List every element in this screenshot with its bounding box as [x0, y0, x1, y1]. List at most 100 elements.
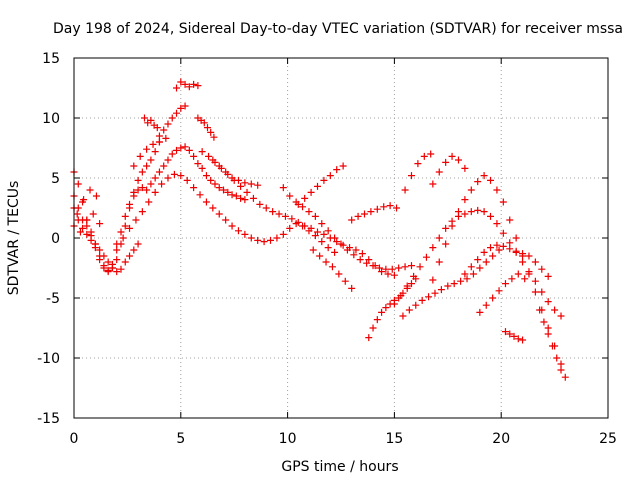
data-point: [435, 168, 443, 176]
data-point: [160, 162, 168, 170]
data-point: [220, 186, 228, 194]
data-point: [363, 259, 371, 267]
data-point: [469, 270, 477, 278]
data-point: [395, 264, 403, 272]
data-point: [538, 288, 546, 296]
data-point: [508, 275, 516, 283]
data-point: [305, 208, 313, 216]
data-point: [341, 277, 349, 285]
data-point: [138, 184, 146, 192]
data-point: [384, 270, 392, 278]
data-point: [247, 180, 255, 188]
data-point: [333, 166, 341, 174]
data-point: [561, 373, 569, 381]
data-point: [279, 184, 287, 192]
data-point: [373, 205, 381, 213]
data-point: [333, 238, 341, 246]
data-point: [431, 289, 439, 297]
data-point: [544, 272, 552, 280]
data-point: [407, 280, 415, 288]
x-tick-labels: 0 5 10 15 20 25: [70, 431, 617, 447]
data-point: [467, 263, 475, 271]
data-point: [151, 148, 159, 156]
data-point: [91, 240, 99, 248]
data-point: [326, 172, 334, 180]
data-point: [354, 212, 362, 220]
data-point: [393, 204, 401, 212]
data-point: [474, 178, 482, 186]
series-track-u: [429, 172, 569, 381]
data-point: [177, 78, 185, 86]
data-point: [113, 240, 121, 248]
data-point: [119, 234, 127, 242]
data-point: [454, 208, 462, 216]
data-point: [241, 179, 249, 187]
data-point: [519, 250, 527, 258]
data-point: [382, 304, 390, 312]
data-point: [215, 162, 223, 170]
data-point: [544, 330, 552, 338]
series-track-b: [70, 138, 163, 276]
data-point: [493, 220, 501, 228]
series-track-w: [461, 241, 552, 280]
data-point: [474, 206, 482, 214]
data-point: [121, 222, 129, 230]
data-point: [134, 176, 142, 184]
series-track-c: [70, 204, 142, 276]
data-point: [495, 246, 503, 254]
data-point: [183, 176, 191, 184]
data-point: [442, 224, 450, 232]
data-point: [397, 292, 405, 300]
data-point: [147, 116, 155, 124]
data-point: [194, 160, 202, 168]
data-point: [422, 253, 430, 261]
data-point: [162, 134, 170, 142]
data-point: [198, 148, 206, 156]
data-point: [301, 194, 309, 202]
data-point: [427, 150, 435, 158]
data-point: [514, 335, 522, 343]
data-point: [467, 186, 475, 194]
data-point: [360, 210, 368, 218]
data-point: [113, 256, 121, 264]
data-point: [557, 366, 565, 374]
x-tick-label: 20: [492, 431, 510, 447]
data-point: [493, 241, 501, 249]
data-point: [514, 270, 522, 278]
data-point: [454, 156, 462, 164]
data-point: [299, 203, 307, 211]
data-point: [489, 294, 497, 302]
data-point: [173, 84, 181, 92]
data-point: [512, 234, 520, 242]
data-point: [210, 133, 218, 141]
y-tick-label: 10: [42, 111, 60, 127]
x-tick-label: 10: [279, 431, 297, 447]
data-point: [211, 180, 219, 188]
data-point: [531, 288, 539, 296]
data-point: [401, 186, 409, 194]
data-point: [143, 145, 151, 153]
data-point: [108, 264, 116, 272]
series-track-o: [309, 246, 356, 292]
data-point: [262, 204, 270, 212]
data-point: [196, 191, 204, 199]
data-point: [80, 196, 88, 204]
data-point: [320, 230, 328, 238]
data-point: [316, 252, 324, 260]
data-point: [207, 176, 215, 184]
data-point: [480, 208, 488, 216]
data-point: [378, 308, 386, 316]
data-point: [126, 252, 134, 260]
series-track-j: [130, 134, 170, 170]
data-point: [209, 204, 217, 212]
data-point: [224, 188, 232, 196]
data-point: [405, 306, 413, 314]
data-point: [380, 203, 388, 211]
data-point: [164, 120, 172, 128]
data-point: [412, 301, 420, 309]
data-point: [173, 109, 181, 117]
series-track-k: [198, 148, 398, 279]
x-axis-label: GPS time / hours: [281, 459, 398, 475]
data-point: [149, 140, 157, 148]
data-point: [348, 216, 356, 224]
